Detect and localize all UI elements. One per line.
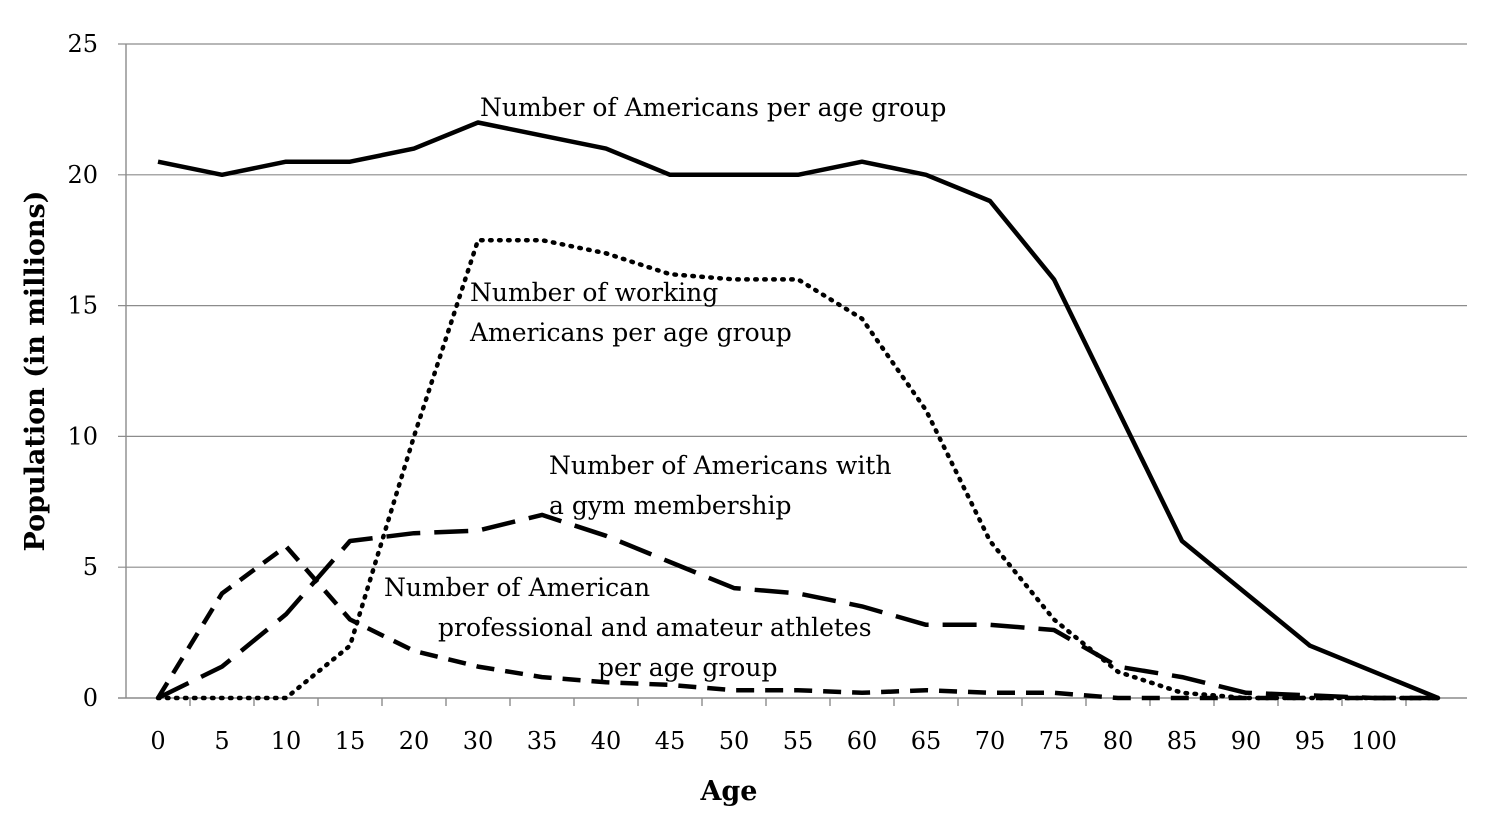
x-tick-label: 50 [719,727,750,755]
x-tick-label: 70 [975,727,1006,755]
x-tick-label: 20 [399,727,430,755]
x-tick-label: 45 [655,727,686,755]
x-tick-label: 30 [463,727,494,755]
y-tick-label: 0 [83,684,98,712]
annotations: Number of Americans per age group Number … [384,93,946,682]
x-tick-label: 35 [527,727,558,755]
y-tick-label: 10 [67,422,98,450]
series-line-long-dash [157,512,1438,701]
series-annotation-label: per age group [598,653,777,682]
series-annotation-label: Number of Americans per age group [480,93,946,122]
x-tick-label: 75 [1039,727,1070,755]
x-tick-label: 85 [1167,727,1198,755]
series-line-short-dash [156,544,1438,701]
series-annotation-label: professional and amateur athletes [438,613,872,642]
x-tick-label: 80 [1103,727,1134,755]
x-tick-label: 0 [150,727,165,755]
x-axis-title: Age [699,776,757,807]
series-annotation-label: Number of working [470,278,718,307]
x-tick-label: 55 [783,727,814,755]
x-tick-label: 5 [214,727,229,755]
y-axis-title: Population (in millions) [20,191,51,552]
series-annotation-label: Number of American [384,573,650,602]
y-tick-label: 25 [67,30,98,58]
x-tick-label: 100 [1351,727,1397,755]
series-annotation-label: a gym membership [549,491,792,520]
series-annotation-label: Number of Americans with [549,451,891,480]
x-tick-label: 15 [335,727,366,755]
x-tick-label: 65 [911,727,942,755]
series-lines [155,120,1441,701]
y-tick-label: 20 [67,161,98,189]
y-tick-labels: 0 5 10 15 20 25 [67,30,98,712]
x-tick-label: 90 [1231,727,1262,755]
gridlines [118,43,1467,568]
x-tick-labels: 0 5 10 15 20 30 35 40 45 50 55 60 65 70 75 80 85 90 95 100 [150,727,1397,755]
x-tick-label: 60 [847,727,878,755]
x-tick-label: 40 [591,727,622,755]
x-tick-label: 95 [1295,727,1326,755]
y-tick-label: 15 [67,292,98,320]
series-line-dotted [155,237,1441,701]
x-tick-label: 10 [271,727,302,755]
series-annotation-label: Americans per age group [469,318,792,347]
y-tick-label: 5 [83,553,98,581]
series-line-solid [157,120,1439,701]
